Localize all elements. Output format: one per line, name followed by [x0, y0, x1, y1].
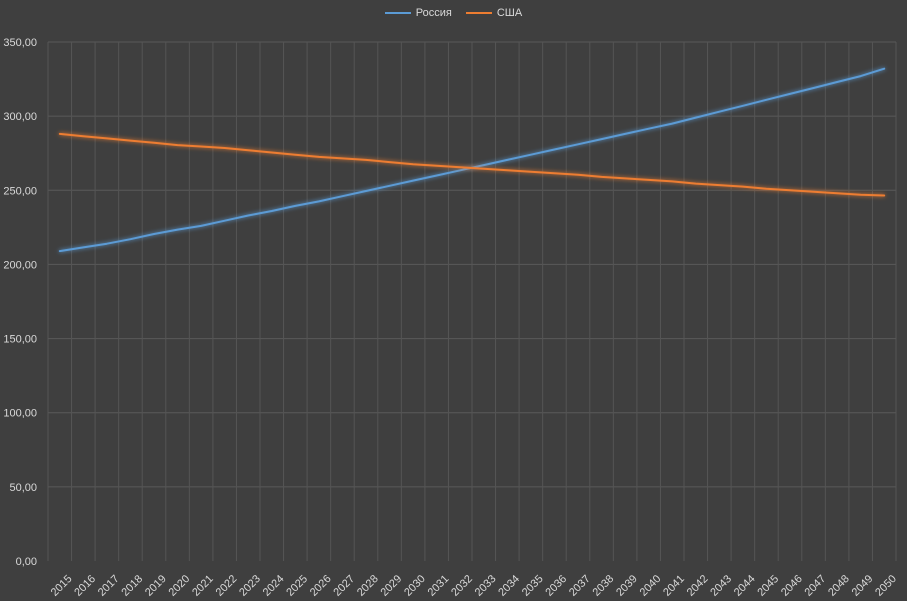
series-line-usa [58, 132, 886, 197]
x-tick-label: 2028 [355, 573, 381, 599]
y-tick-label: 0,00 [16, 556, 37, 568]
y-tick-label: 200,00 [3, 259, 37, 271]
x-tick-label: 2039 [614, 573, 640, 599]
y-tick-label: 100,00 [3, 408, 37, 420]
x-tick-label: 2035 [520, 573, 546, 599]
x-tick-label: 2038 [591, 573, 617, 599]
legend-label-russia: Россия [415, 7, 452, 19]
y-tick-label: 300,00 [3, 111, 37, 123]
x-tick-label: 2043 [708, 573, 734, 599]
x-tick-label: 2033 [473, 573, 499, 599]
x-tick-label: 2042 [685, 573, 711, 599]
x-tick-label: 2050 [873, 573, 899, 599]
legend-label-usa: США [496, 7, 523, 19]
x-tick-label: 2037 [567, 573, 593, 599]
x-tick-label: 2032 [449, 573, 475, 599]
x-tick-label: 2030 [402, 573, 428, 599]
x-tick-label: 2036 [543, 573, 569, 599]
legend: Россия США [0, 7, 907, 19]
x-tick-label: 2040 [638, 573, 664, 599]
legend-swatch-usa [465, 12, 492, 14]
x-tick-label: 2031 [426, 573, 452, 599]
x-tick-label: 2017 [96, 573, 122, 599]
x-tick-label: 2041 [661, 573, 687, 599]
x-tick-label: 2023 [237, 573, 263, 599]
x-tick-label: 2047 [803, 573, 829, 599]
x-tick-label: 2020 [167, 573, 193, 599]
x-tick-label: 2021 [190, 573, 216, 599]
x-tick-label: 2045 [755, 573, 781, 599]
y-tick-label: 250,00 [3, 185, 37, 197]
x-tick-label: 2027 [331, 573, 357, 599]
x-tick-label: 2024 [261, 573, 287, 599]
x-tick-label: 2015 [49, 573, 75, 599]
y-tick-label: 350,00 [3, 37, 37, 49]
legend-swatch-russia [384, 12, 411, 14]
x-tick-label: 2022 [214, 573, 240, 599]
x-tick-label: 2019 [143, 573, 169, 599]
x-tick-label: 2049 [850, 573, 876, 599]
x-tick-label: 2034 [496, 573, 522, 599]
x-tick-label: 2016 [72, 573, 98, 599]
x-tick-label: 2044 [732, 573, 758, 599]
x-tick-label: 2026 [308, 573, 334, 599]
x-tick-label: 2025 [284, 573, 310, 599]
x-tick-label: 2046 [779, 573, 805, 599]
legend-item-russia: Россия [384, 7, 452, 19]
x-tick-label: 2048 [826, 573, 852, 599]
legend-item-usa: США [465, 7, 523, 19]
x-tick-label: 2018 [119, 573, 145, 599]
y-tick-label: 150,00 [3, 334, 37, 346]
y-tick-label: 50,00 [9, 482, 37, 494]
x-tick-label: 2029 [379, 573, 405, 599]
